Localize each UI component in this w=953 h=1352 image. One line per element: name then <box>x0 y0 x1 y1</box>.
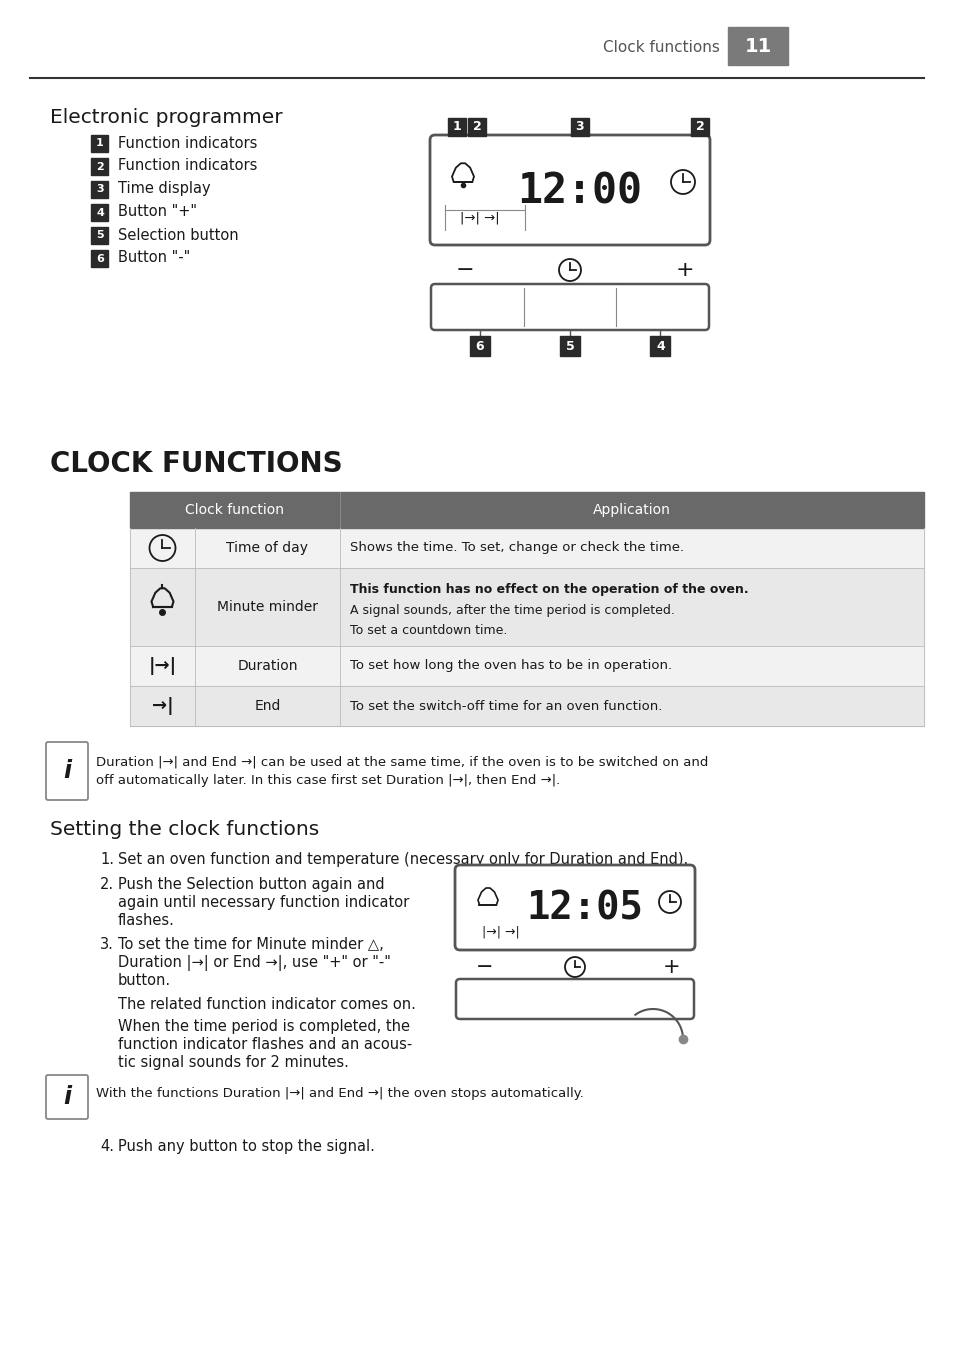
Text: With the functions Duration |→| and End →| the oven stops automatically.: With the functions Duration |→| and End … <box>96 1087 583 1101</box>
Bar <box>91 250 109 266</box>
Text: A signal sounds, after the time period is completed.: A signal sounds, after the time period i… <box>350 603 674 617</box>
Bar <box>91 158 109 174</box>
Text: Duration |→| and End →| can be used at the same time, if the oven is to be switc: Duration |→| and End →| can be used at t… <box>96 756 708 769</box>
Bar <box>448 118 465 137</box>
Text: Function indicators: Function indicators <box>118 135 257 150</box>
Text: Time display: Time display <box>118 181 211 196</box>
Text: 2: 2 <box>695 120 703 134</box>
Text: Clock function: Clock function <box>185 503 284 516</box>
Text: 12:00: 12:00 <box>517 170 641 214</box>
Text: This function has no effect on the operation of the oven.: This function has no effect on the opera… <box>350 583 748 596</box>
Text: |→| →|: |→| →| <box>481 926 519 938</box>
Text: CLOCK FUNCTIONS: CLOCK FUNCTIONS <box>50 450 342 479</box>
Bar <box>468 118 485 137</box>
Text: tic signal sounds for 2 minutes.: tic signal sounds for 2 minutes. <box>118 1055 349 1069</box>
Text: 2: 2 <box>96 161 104 172</box>
Text: 4: 4 <box>96 207 104 218</box>
Text: i: i <box>63 1086 71 1109</box>
Text: 1: 1 <box>96 138 104 149</box>
Text: Minute minder: Minute minder <box>216 600 317 614</box>
Text: −: − <box>476 957 494 977</box>
Text: To set a countdown time.: To set a countdown time. <box>350 625 507 637</box>
Text: Duration |→| or End →|, use "+" or "-": Duration |→| or End →|, use "+" or "-" <box>118 955 391 971</box>
Bar <box>91 204 109 220</box>
Text: +: + <box>675 260 694 280</box>
FancyBboxPatch shape <box>46 742 88 800</box>
Text: To set how long the oven has to be in operation.: To set how long the oven has to be in op… <box>350 660 672 672</box>
Bar <box>559 337 579 356</box>
Text: 11: 11 <box>743 37 771 55</box>
Text: |→| →|: |→| →| <box>459 211 499 224</box>
Text: Push any button to stop the signal.: Push any button to stop the signal. <box>118 1138 375 1155</box>
Text: 4.: 4. <box>100 1138 113 1155</box>
Text: Set an oven function and temperature (necessary only for Duration and End).: Set an oven function and temperature (ne… <box>118 852 687 867</box>
Text: The related function indicator comes on.: The related function indicator comes on. <box>118 996 416 1013</box>
Bar <box>130 685 923 726</box>
Text: −: − <box>456 260 474 280</box>
Text: Button "+": Button "+" <box>118 204 196 219</box>
Text: →|: →| <box>152 698 173 715</box>
Bar <box>571 118 588 137</box>
Bar <box>690 118 708 137</box>
Text: 6: 6 <box>475 339 483 353</box>
Text: 2: 2 <box>472 120 481 134</box>
Text: 3: 3 <box>96 184 104 195</box>
Bar <box>91 181 109 197</box>
Bar <box>650 337 670 356</box>
Bar <box>130 568 923 646</box>
Text: 3: 3 <box>575 120 583 134</box>
Text: again until necessary function indicator: again until necessary function indicator <box>118 895 409 910</box>
Text: To set the time for Minute minder △,: To set the time for Minute minder △, <box>118 937 383 952</box>
Text: Electronic programmer: Electronic programmer <box>50 108 282 127</box>
Text: flashes.: flashes. <box>118 913 174 927</box>
Bar <box>727 27 787 65</box>
Text: Function indicators: Function indicators <box>118 158 257 173</box>
Bar <box>469 337 489 356</box>
Text: Selection button: Selection button <box>118 227 238 242</box>
Text: 3.: 3. <box>100 937 113 952</box>
Text: +: + <box>662 957 680 977</box>
Text: button.: button. <box>118 973 171 988</box>
FancyBboxPatch shape <box>430 135 709 245</box>
Text: off automatically later. In this case first set Duration |→|, then End →|.: off automatically later. In this case fi… <box>96 773 559 787</box>
FancyBboxPatch shape <box>455 865 695 950</box>
Text: 5: 5 <box>565 339 574 353</box>
Text: 12:05: 12:05 <box>526 890 642 927</box>
FancyBboxPatch shape <box>46 1075 88 1119</box>
Bar <box>91 135 109 151</box>
Text: Time of day: Time of day <box>226 541 308 556</box>
Text: To set the switch-off time for an oven function.: To set the switch-off time for an oven f… <box>350 699 661 713</box>
Text: 2.: 2. <box>100 877 114 892</box>
FancyBboxPatch shape <box>456 979 693 1019</box>
Text: function indicator flashes and an acous-: function indicator flashes and an acous- <box>118 1037 412 1052</box>
Text: Setting the clock functions: Setting the clock functions <box>50 821 319 840</box>
Text: Button "-": Button "-" <box>118 250 190 265</box>
Text: End: End <box>254 699 280 713</box>
Text: 6: 6 <box>96 254 104 264</box>
Bar <box>130 529 923 568</box>
Text: i: i <box>63 758 71 783</box>
Text: Duration: Duration <box>237 658 297 673</box>
Text: |→|: |→| <box>149 657 176 675</box>
Bar <box>130 646 923 685</box>
Text: Push the Selection button again and: Push the Selection button again and <box>118 877 384 892</box>
Text: 5: 5 <box>96 230 104 241</box>
Text: 4: 4 <box>656 339 664 353</box>
FancyBboxPatch shape <box>431 284 708 330</box>
Bar <box>91 227 109 243</box>
Text: Application: Application <box>593 503 670 516</box>
Text: 1.: 1. <box>100 852 113 867</box>
Text: Clock functions: Clock functions <box>602 39 720 54</box>
Text: 1: 1 <box>452 120 461 134</box>
Text: When the time period is completed, the: When the time period is completed, the <box>118 1019 410 1034</box>
Bar <box>130 492 923 529</box>
Text: Shows the time. To set, change or check the time.: Shows the time. To set, change or check … <box>350 542 683 554</box>
